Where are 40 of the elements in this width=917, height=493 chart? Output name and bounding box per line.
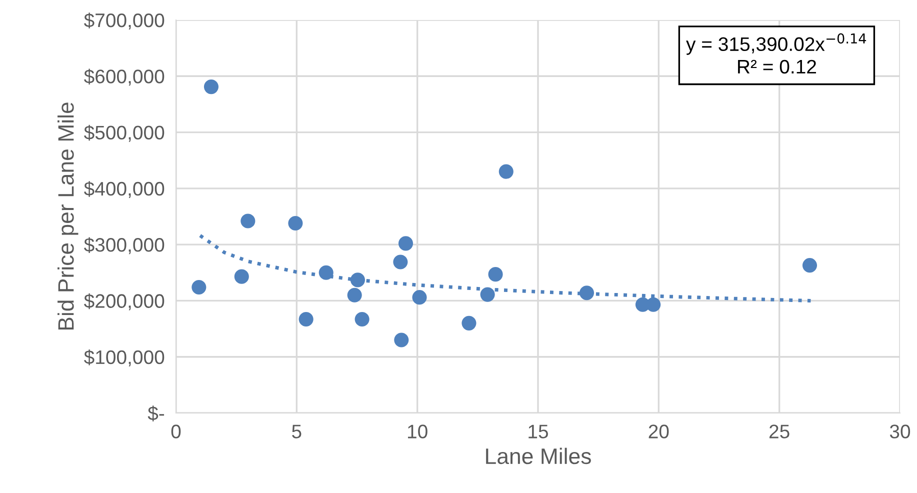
point: [394, 332, 409, 348]
point: [288, 216, 303, 231]
point: [398, 236, 414, 251]
point: [579, 286, 594, 300]
y-tick-label: $600,000: [84, 68, 164, 86]
point: [192, 280, 206, 295]
x-tick-label: 10: [408, 424, 428, 438]
y-tick-label: $700,000: [84, 12, 164, 30]
x-tick-label: 20: [648, 424, 669, 438]
y-tick-label: $-: [148, 406, 164, 422]
y-tick-label: $400,000: [84, 181, 164, 198]
point: [646, 297, 661, 312]
point: [204, 80, 219, 94]
annotation: y = 315,390.02x$^{−0.14}$: [686, 33, 866, 55]
point: [318, 265, 334, 280]
point: [298, 312, 314, 327]
annotation: R² = 0.12: [738, 60, 816, 74]
point: [488, 267, 503, 282]
point: [480, 287, 495, 302]
x-tick-label: 25: [770, 424, 790, 438]
y-tick-label: $100,000: [84, 350, 164, 366]
x-tick-label: 0: [171, 424, 181, 438]
y-axis-title: Bid Price per Lane Mile: [58, 102, 78, 330]
point: [498, 164, 514, 179]
y-tick-label: $500,000: [84, 124, 164, 142]
x-axis-title: Lane Miles: [486, 448, 591, 464]
point: [350, 272, 366, 288]
point: [354, 312, 370, 327]
point: [234, 269, 249, 284]
point: [393, 254, 408, 270]
point: [347, 288, 362, 302]
point: [802, 258, 818, 273]
y-tick-label: $200,000: [84, 293, 164, 310]
point: [412, 290, 427, 305]
point: [462, 316, 476, 330]
point: [240, 214, 256, 228]
y-tick-label: $300,000: [84, 237, 164, 254]
x-tick-label: 15: [528, 424, 548, 438]
x-tick-label: 30: [890, 424, 910, 438]
x-tick-label: 5: [292, 424, 302, 438]
